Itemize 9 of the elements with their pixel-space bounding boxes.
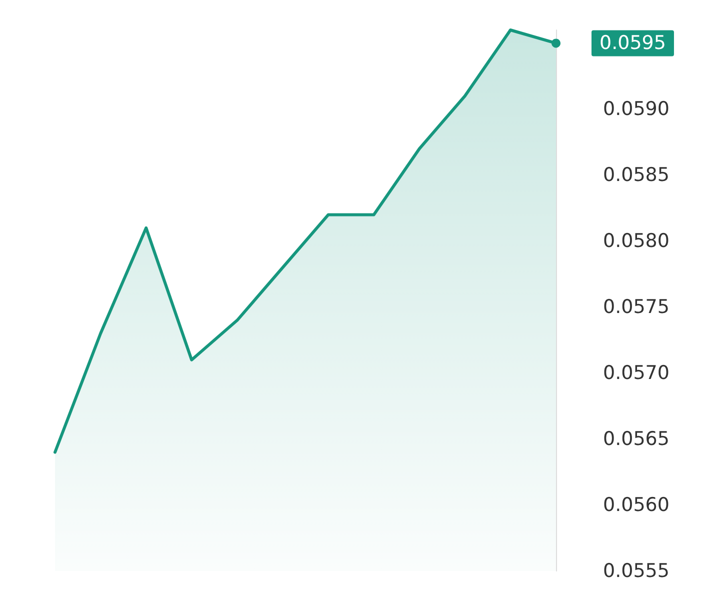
y-tick-label: 0.0565 <box>603 428 670 450</box>
y-tick-label: 0.0585 <box>603 164 670 186</box>
y-tick-label: 0.0560 <box>603 494 670 516</box>
y-tick-label: 0.0555 <box>603 560 670 582</box>
y-tick-label: 0.0575 <box>603 296 670 318</box>
y-tick-label: 0.0570 <box>603 362 670 384</box>
y-tick-label: 0.0580 <box>603 230 670 252</box>
y-tick-label: 0.0590 <box>603 98 670 120</box>
text: 0.0595 <box>600 32 666 54</box>
